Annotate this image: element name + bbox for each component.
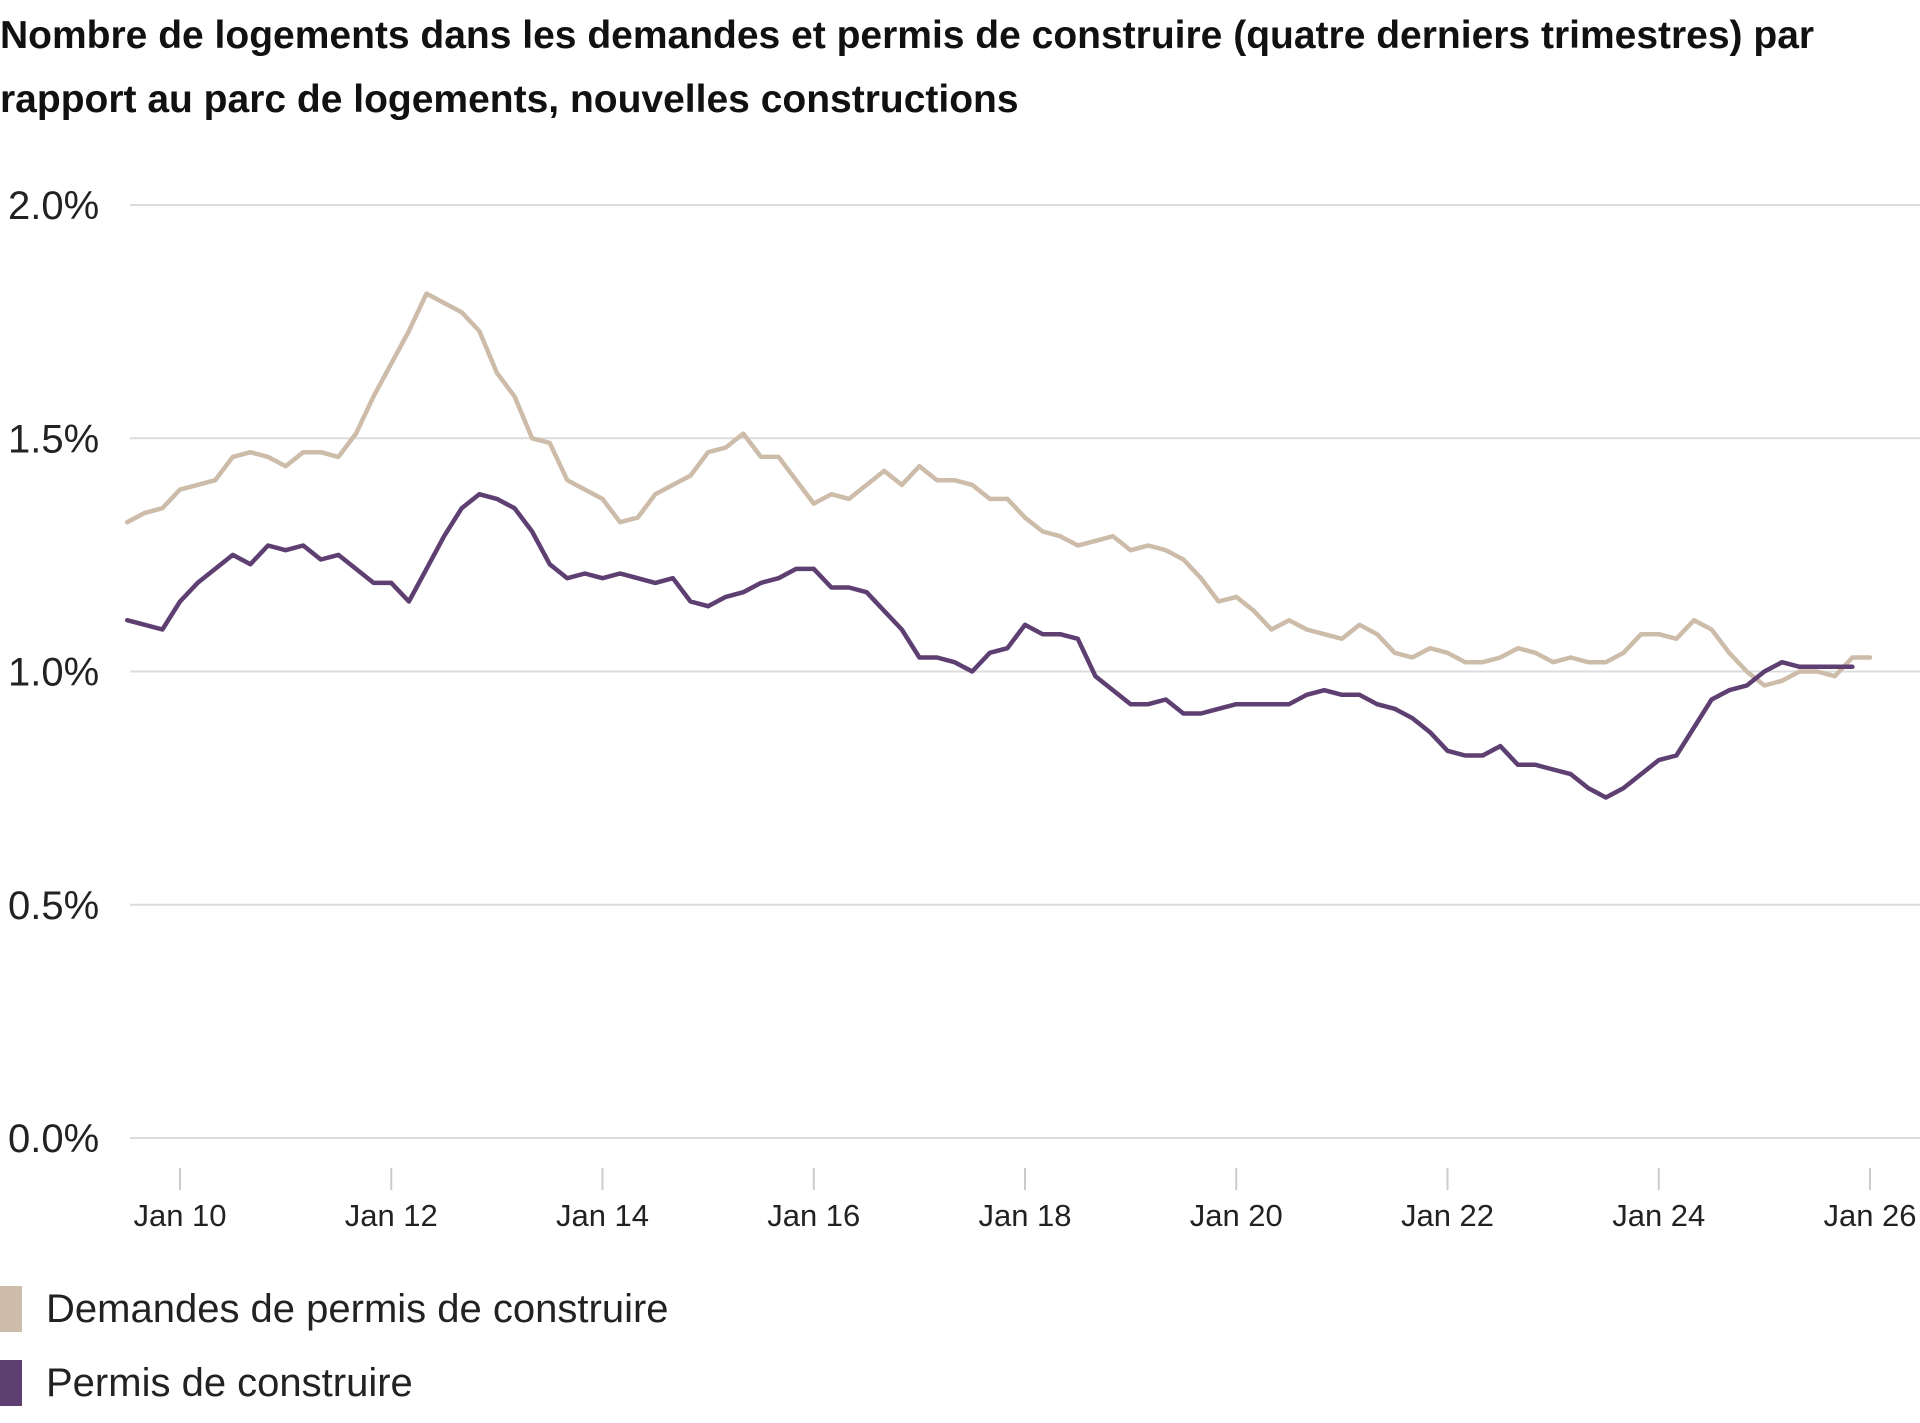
series-line-permis-de-construire xyxy=(124,491,1855,800)
legend-label-permis: Permis de construire xyxy=(46,1361,413,1405)
x-tick-label: Jan 12 xyxy=(345,1198,438,1233)
x-tick-label: Jan 16 xyxy=(767,1198,860,1233)
y-tick-label: 0.5% xyxy=(8,884,99,928)
x-tick-label: Jan 14 xyxy=(556,1198,649,1233)
gridlines xyxy=(130,204,1920,1139)
series-line-demandes-de-permis xyxy=(124,291,1873,688)
x-tick-label: Jan 26 xyxy=(1823,1198,1916,1233)
legend-label-demandes: Demandes de permis de construire xyxy=(46,1287,669,1331)
legend-swatch-demandes xyxy=(0,1286,22,1332)
x-tick-label: Jan 18 xyxy=(978,1198,1071,1233)
y-tick-label: 2.0% xyxy=(8,184,99,228)
chart-title: Nombre de logements dans les demandes et… xyxy=(0,14,1815,121)
y-axis-ticks: 0.0% 0.5% 1.0% 1.5% 2.0% xyxy=(8,184,99,1161)
series-lines xyxy=(124,291,1873,800)
x-axis-ticks: Jan 10 Jan 12 Jan 14 Jan 16 Jan 18 Jan 20 Jan … xyxy=(133,1168,1917,1233)
y-tick-label: 1.5% xyxy=(8,417,99,461)
y-tick-label: 0.0% xyxy=(8,1117,99,1161)
x-tick-label: Jan 24 xyxy=(1612,1198,1705,1233)
x-tick-label: Jan 22 xyxy=(1401,1198,1494,1233)
x-tick-label: Jan 10 xyxy=(133,1198,226,1233)
legend-swatch-permis xyxy=(0,1360,22,1406)
x-tick-label: Jan 20 xyxy=(1190,1198,1283,1233)
y-tick-label: 1.0% xyxy=(8,651,99,695)
